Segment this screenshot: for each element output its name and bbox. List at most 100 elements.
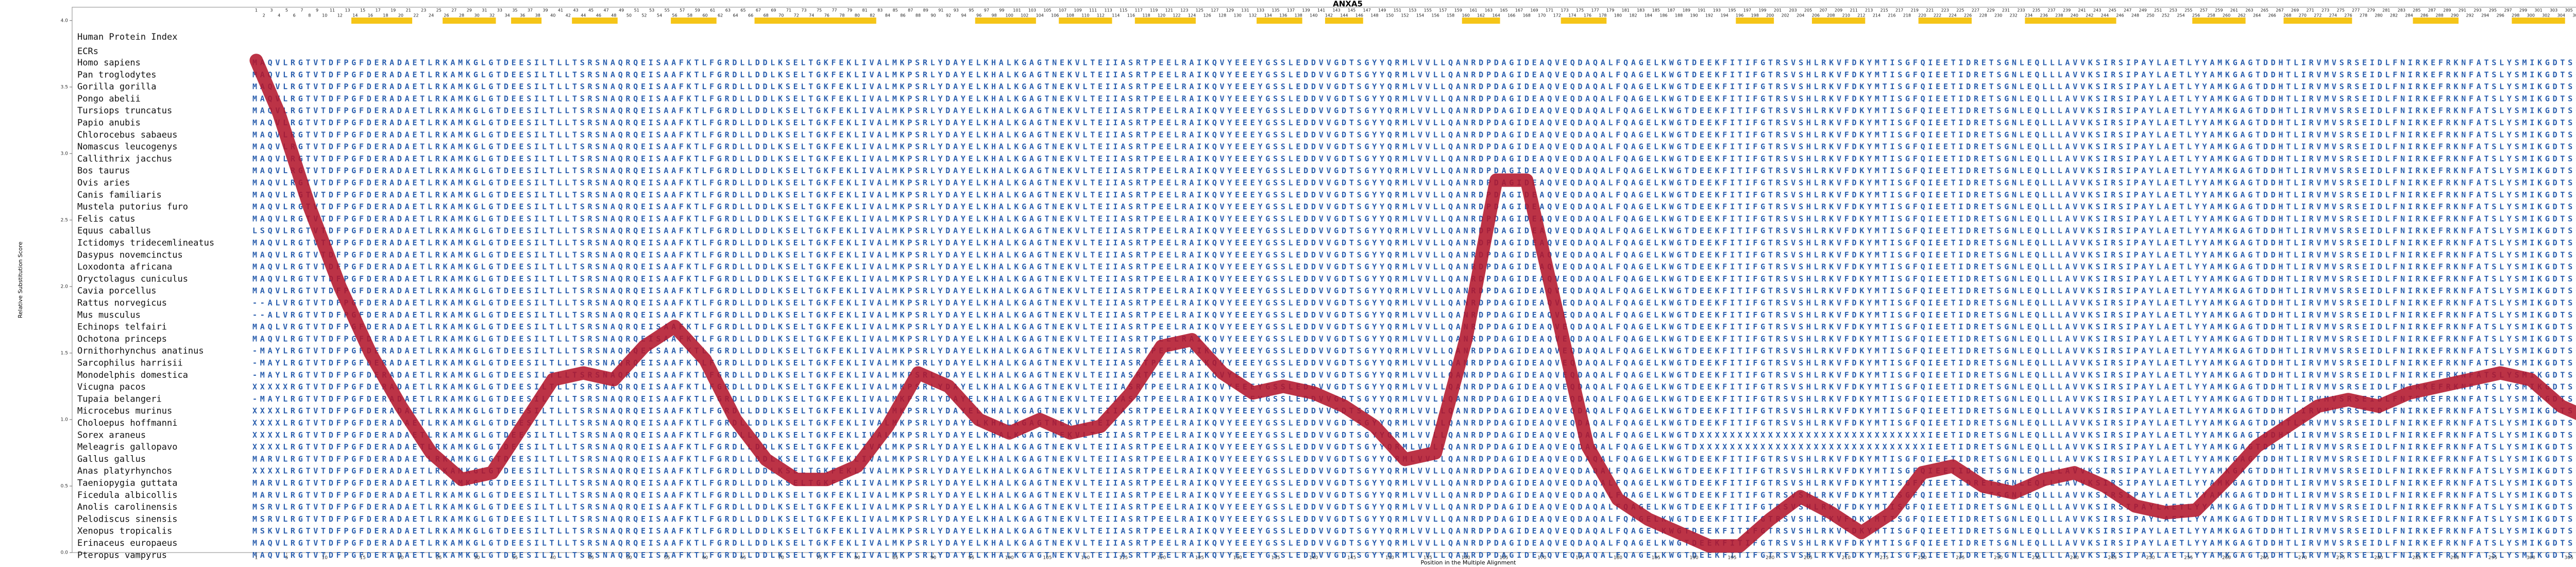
- position-label: 302: [2542, 13, 2550, 18]
- position-label: 254: [2177, 13, 2184, 18]
- position-label: 44: [581, 13, 586, 18]
- position-label: 123: [1180, 8, 1188, 13]
- position-label: 298: [2512, 13, 2519, 18]
- x-axis-label: Position in the Multiple Alignment: [1421, 559, 1517, 566]
- position-label: 119: [1150, 8, 1158, 13]
- position-label: 33: [497, 8, 502, 13]
- position-label: 247: [2124, 8, 2131, 13]
- position-label: 296: [2497, 13, 2504, 18]
- species-name: Microcebus murinus: [77, 406, 172, 416]
- x-tick-label: 285: [2412, 556, 2421, 561]
- y-tick-label: 0.0: [61, 551, 69, 556]
- position-label: 110: [1081, 13, 1089, 18]
- x-tick-label: 250: [2146, 556, 2155, 561]
- position-label: 263: [2245, 8, 2253, 13]
- position-label: 121: [1165, 8, 1173, 13]
- position-label: 117: [1135, 8, 1143, 13]
- position-label: 214: [1873, 13, 1880, 18]
- position-label: 28: [459, 13, 464, 18]
- position-label: 7: [300, 8, 303, 13]
- species-name: Pongo abelii: [77, 94, 141, 104]
- ecr-box: [1257, 18, 1302, 24]
- x-tick-label: 70: [778, 556, 784, 561]
- position-label: 96: [976, 13, 981, 18]
- position-label: 50: [626, 13, 632, 18]
- position-label: 195: [1728, 8, 1736, 13]
- y-tick-label: 2.0: [61, 284, 69, 289]
- position-label: 74: [809, 13, 814, 18]
- position-label: 73: [801, 8, 806, 13]
- position-label: 213: [1865, 8, 1873, 13]
- species-name: Nomascus leucogenys: [77, 142, 177, 152]
- x-tick-label: 5: [285, 556, 289, 561]
- x-tick-label: 155: [1423, 556, 1432, 561]
- position-label: 21: [406, 8, 411, 13]
- x-tick-label: 40: [550, 556, 556, 561]
- position-label: 59: [695, 8, 700, 13]
- x-tick-label: 225: [1956, 556, 1964, 561]
- y-tick-label: 3.0: [61, 151, 69, 156]
- position-label: 301: [2534, 8, 2542, 13]
- position-label: 63: [725, 8, 731, 13]
- x-tick-label: 180: [1614, 556, 1622, 561]
- position-label: 217: [1895, 8, 1903, 13]
- x-tick-label: 290: [2450, 556, 2459, 561]
- position-label: 20: [398, 13, 403, 18]
- position-label: 289: [2443, 8, 2451, 13]
- position-label: 34: [505, 13, 510, 18]
- species-name: Ornithorhynchus anatinus: [77, 346, 204, 356]
- position-label: 211: [1850, 8, 1858, 13]
- position-label: 67: [756, 8, 761, 13]
- position-label: 15: [360, 8, 365, 13]
- position-label: 276: [2344, 13, 2352, 18]
- position-label: 175: [1576, 8, 1584, 13]
- x-tick-label: 200: [1766, 556, 1774, 561]
- position-label: 242: [2086, 13, 2093, 18]
- x-tick-label: 215: [1880, 556, 1889, 561]
- position-label: 187: [1667, 8, 1675, 13]
- x-tick-label: 245: [2108, 556, 2117, 561]
- position-label: 72: [794, 13, 799, 18]
- species-name: Dasypus novemcinctus: [77, 250, 183, 260]
- ecr-box: [2283, 18, 2352, 24]
- x-tick-label: 240: [2070, 556, 2079, 561]
- position-label: 179: [1606, 8, 1614, 13]
- position-label: 19: [391, 8, 396, 13]
- position-label: 24: [429, 13, 434, 18]
- species-name: Loxodonta africana: [77, 262, 172, 272]
- species-name: Oryctolagus cuniculus: [77, 274, 188, 284]
- position-label: 134: [1264, 13, 1272, 18]
- position-label: 57: [680, 8, 685, 13]
- position-label: 1: [255, 8, 258, 13]
- position-label: 299: [2519, 8, 2527, 13]
- position-label: 305: [2565, 8, 2572, 13]
- y-tick-label: 4.0: [61, 18, 69, 23]
- position-label: 281: [2382, 8, 2390, 13]
- position-label: 70: [778, 13, 784, 18]
- position-label: 52: [641, 13, 647, 18]
- x-tick-label: 120: [1157, 556, 1166, 561]
- position-label: 227: [1972, 8, 1979, 13]
- position-label: 98: [992, 13, 997, 18]
- position-label: 2: [263, 13, 265, 18]
- position-label: 171: [1546, 8, 1553, 13]
- x-tick-label: 20: [398, 556, 404, 561]
- position-label: 220: [1918, 13, 1926, 18]
- position-label: 293: [2473, 8, 2481, 13]
- position-label: 126: [1203, 13, 1211, 18]
- position-label: 4: [278, 13, 280, 18]
- position-label: 120: [1158, 13, 1165, 18]
- position-label: 191: [1698, 8, 1705, 13]
- position-label: 12: [337, 13, 343, 18]
- position-label: 115: [1120, 8, 1127, 13]
- position-label: 129: [1226, 8, 1234, 13]
- ecr-box: [1059, 18, 1112, 24]
- x-tick-label: 150: [1385, 556, 1394, 561]
- position-label: 297: [2504, 8, 2512, 13]
- position-label: 65: [740, 8, 745, 13]
- position-label: 5: [285, 8, 288, 13]
- position-label: 236: [2040, 13, 2048, 18]
- position-label: 128: [1218, 13, 1226, 18]
- position-label: 109: [1074, 8, 1081, 13]
- position-label: 3: [270, 8, 273, 13]
